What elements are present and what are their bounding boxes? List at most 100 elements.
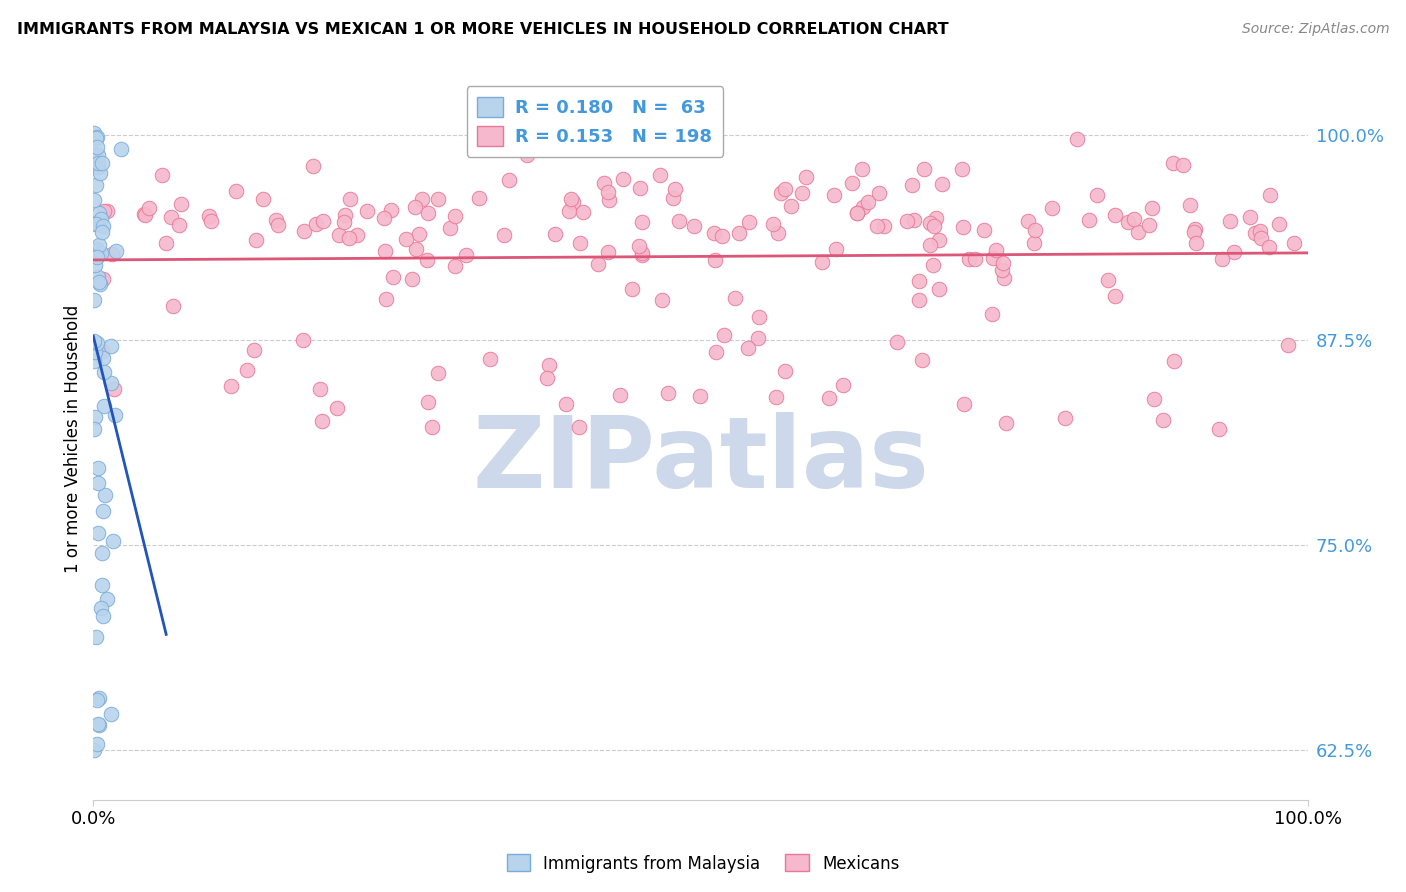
Point bbox=[683, 219, 706, 233]
Point bbox=[86, 244, 108, 259]
Point bbox=[87, 526, 110, 541]
Point bbox=[1185, 236, 1208, 251]
Point bbox=[991, 255, 1014, 269]
Point bbox=[896, 214, 918, 228]
Point bbox=[952, 220, 974, 235]
Point bbox=[1267, 217, 1289, 231]
Point bbox=[817, 392, 839, 406]
Point bbox=[84, 130, 107, 145]
Point bbox=[408, 227, 430, 241]
Point bbox=[747, 331, 769, 345]
Point bbox=[93, 365, 115, 379]
Point bbox=[86, 215, 108, 229]
Point bbox=[404, 201, 426, 215]
Point bbox=[544, 227, 567, 241]
Point bbox=[950, 161, 973, 176]
Legend: Immigrants from Malaysia, Mexicans: Immigrants from Malaysia, Mexicans bbox=[501, 847, 905, 880]
Point bbox=[325, 401, 347, 415]
Point bbox=[90, 225, 112, 239]
Point bbox=[706, 345, 728, 359]
Point bbox=[1258, 188, 1281, 202]
Point bbox=[1182, 225, 1205, 239]
Point bbox=[873, 219, 896, 233]
Point bbox=[856, 194, 879, 209]
Point bbox=[416, 206, 439, 220]
Point bbox=[1143, 392, 1166, 406]
Point bbox=[1282, 235, 1305, 250]
Point bbox=[86, 217, 108, 231]
Point bbox=[995, 416, 1018, 430]
Point bbox=[103, 382, 125, 396]
Point bbox=[87, 270, 110, 285]
Point bbox=[292, 333, 315, 347]
Point bbox=[1078, 213, 1101, 227]
Point bbox=[981, 251, 1004, 265]
Text: IMMIGRANTS FROM MALAYSIA VS MEXICAN 1 OR MORE VEHICLES IN HOUSEHOLD CORRELATION : IMMIGRANTS FROM MALAYSIA VS MEXICAN 1 OR… bbox=[17, 22, 949, 37]
Point bbox=[422, 420, 444, 434]
Point bbox=[401, 271, 423, 285]
Point bbox=[89, 166, 111, 180]
Point bbox=[1249, 224, 1271, 238]
Point bbox=[1053, 411, 1076, 425]
Point bbox=[1097, 273, 1119, 287]
Point bbox=[560, 192, 582, 206]
Point bbox=[630, 215, 652, 229]
Point bbox=[305, 217, 328, 231]
Point bbox=[928, 233, 950, 247]
Point bbox=[380, 202, 402, 217]
Point bbox=[478, 352, 501, 367]
Point bbox=[444, 209, 467, 223]
Point bbox=[901, 178, 924, 192]
Point bbox=[1219, 214, 1241, 228]
Point bbox=[1208, 422, 1230, 436]
Point bbox=[918, 216, 941, 230]
Point bbox=[931, 177, 953, 191]
Point bbox=[922, 219, 945, 233]
Point bbox=[374, 244, 396, 258]
Legend: R = 0.180   N =  63, R = 0.153   N = 198: R = 0.180 N = 63, R = 0.153 N = 198 bbox=[467, 87, 723, 157]
Point bbox=[811, 255, 834, 269]
Point bbox=[1140, 201, 1163, 215]
Point bbox=[832, 378, 855, 392]
Point bbox=[87, 206, 110, 220]
Point bbox=[94, 487, 117, 501]
Point bbox=[155, 235, 177, 250]
Point bbox=[86, 242, 108, 256]
Point bbox=[84, 345, 107, 359]
Point bbox=[908, 274, 931, 288]
Point bbox=[991, 262, 1014, 277]
Point bbox=[405, 242, 427, 256]
Point bbox=[630, 246, 652, 260]
Point bbox=[356, 204, 378, 219]
Point bbox=[668, 213, 690, 227]
Point bbox=[851, 162, 873, 177]
Point bbox=[93, 504, 115, 518]
Point bbox=[703, 226, 725, 240]
Point bbox=[737, 341, 759, 355]
Point bbox=[333, 208, 356, 222]
Point bbox=[104, 244, 127, 259]
Point bbox=[768, 226, 790, 240]
Point bbox=[90, 343, 112, 358]
Point bbox=[555, 397, 578, 411]
Point bbox=[1258, 240, 1281, 254]
Point bbox=[1184, 222, 1206, 236]
Point bbox=[426, 367, 449, 381]
Point bbox=[101, 246, 124, 260]
Point bbox=[980, 308, 1002, 322]
Point bbox=[90, 212, 112, 227]
Point bbox=[235, 363, 257, 377]
Point bbox=[381, 270, 404, 285]
Point bbox=[911, 352, 934, 367]
Point bbox=[845, 205, 868, 219]
Point bbox=[87, 148, 110, 162]
Point bbox=[91, 351, 114, 366]
Point bbox=[328, 228, 350, 243]
Point bbox=[773, 364, 796, 378]
Point bbox=[84, 161, 107, 175]
Point bbox=[91, 156, 114, 170]
Point bbox=[198, 210, 221, 224]
Point bbox=[963, 252, 986, 267]
Point bbox=[439, 221, 461, 235]
Point bbox=[96, 591, 118, 606]
